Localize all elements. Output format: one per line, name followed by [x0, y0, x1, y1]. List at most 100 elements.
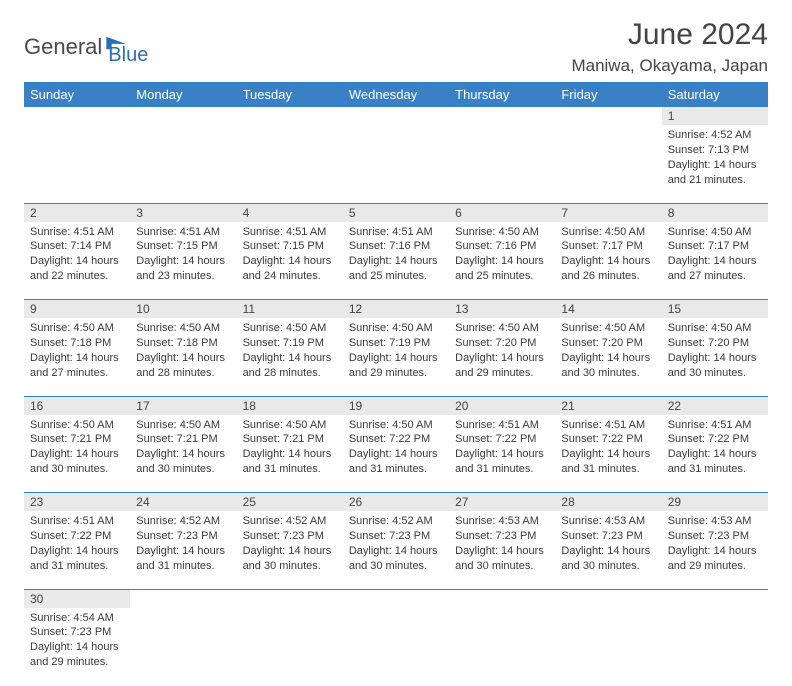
day-info-line: and 30 minutes. — [455, 559, 549, 574]
day-info-line: Sunrise: 4:52 AM — [668, 128, 762, 143]
day-number-cell: 16 — [24, 396, 130, 415]
day-number-cell: 5 — [343, 203, 449, 222]
day-info-line: Sunrise: 4:50 AM — [349, 321, 443, 336]
day-number-cell: 24 — [130, 493, 236, 512]
day-content-cell: Sunrise: 4:50 AMSunset: 7:18 PMDaylight:… — [24, 318, 130, 396]
day-info-line: Daylight: 14 hours — [136, 447, 230, 462]
day-info-line: and 30 minutes. — [561, 559, 655, 574]
day-content-cell — [130, 608, 236, 686]
day-info-line: Sunrise: 4:50 AM — [243, 321, 337, 336]
day-number-cell: 14 — [555, 300, 661, 319]
daynum-row: 9101112131415 — [24, 300, 768, 319]
day-number-cell — [237, 589, 343, 608]
day-info-line: Sunset: 7:21 PM — [243, 432, 337, 447]
day-content-cell — [130, 125, 236, 203]
day-number-cell — [130, 589, 236, 608]
day-info-line: Daylight: 14 hours — [561, 544, 655, 559]
day-info-line: Daylight: 14 hours — [349, 447, 443, 462]
content-row: Sunrise: 4:54 AMSunset: 7:23 PMDaylight:… — [24, 608, 768, 686]
day-number-cell: 8 — [662, 203, 768, 222]
day-info-line: and 30 minutes. — [561, 366, 655, 381]
day-content-cell — [555, 125, 661, 203]
day-info-line: and 29 minutes. — [668, 559, 762, 574]
day-info-line: Sunset: 7:16 PM — [455, 239, 549, 254]
day-info-line: and 25 minutes. — [455, 269, 549, 284]
day-info-line: and 30 minutes. — [30, 462, 124, 477]
day-info-line: Sunset: 7:23 PM — [30, 625, 124, 640]
day-info-line: Daylight: 14 hours — [243, 447, 337, 462]
content-row: Sunrise: 4:50 AMSunset: 7:21 PMDaylight:… — [24, 415, 768, 493]
day-info-line: Sunset: 7:23 PM — [243, 529, 337, 544]
day-content-cell: Sunrise: 4:51 AMSunset: 7:22 PMDaylight:… — [662, 415, 768, 493]
day-info-line: Daylight: 14 hours — [455, 544, 549, 559]
day-info-line: Sunset: 7:21 PM — [30, 432, 124, 447]
day-number-cell: 26 — [343, 493, 449, 512]
day-content-cell: Sunrise: 4:51 AMSunset: 7:14 PMDaylight:… — [24, 222, 130, 300]
daynum-row: 30 — [24, 589, 768, 608]
day-number-cell: 4 — [237, 203, 343, 222]
day-info-line: Sunrise: 4:50 AM — [136, 321, 230, 336]
day-info-line: and 31 minutes. — [455, 462, 549, 477]
day-number-cell: 13 — [449, 300, 555, 319]
day-content-cell — [555, 608, 661, 686]
day-info-line: Daylight: 14 hours — [668, 351, 762, 366]
day-content-cell: Sunrise: 4:50 AMSunset: 7:20 PMDaylight:… — [555, 318, 661, 396]
day-info-line: Sunset: 7:23 PM — [349, 529, 443, 544]
day-info-line: and 26 minutes. — [561, 269, 655, 284]
day-number-cell: 17 — [130, 396, 236, 415]
day-number-cell — [24, 107, 130, 125]
day-content-cell: Sunrise: 4:50 AMSunset: 7:21 PMDaylight:… — [24, 415, 130, 493]
weekday-header: Thursday — [449, 82, 555, 107]
day-info-line: Sunrise: 4:50 AM — [668, 321, 762, 336]
content-row: Sunrise: 4:51 AMSunset: 7:22 PMDaylight:… — [24, 511, 768, 589]
day-info-line: Daylight: 14 hours — [136, 254, 230, 269]
weekday-header: Saturday — [662, 82, 768, 107]
day-number-cell — [130, 107, 236, 125]
day-info-line: Sunset: 7:16 PM — [349, 239, 443, 254]
day-info-line: Daylight: 14 hours — [136, 544, 230, 559]
day-info-line: Sunset: 7:22 PM — [561, 432, 655, 447]
weekday-header: Monday — [130, 82, 236, 107]
day-info-line: Sunset: 7:22 PM — [455, 432, 549, 447]
day-info-line: Daylight: 14 hours — [349, 254, 443, 269]
day-info-line: Daylight: 14 hours — [30, 640, 124, 655]
day-content-cell — [449, 125, 555, 203]
day-info-line: Sunset: 7:21 PM — [136, 432, 230, 447]
day-content-cell — [662, 608, 768, 686]
day-info-line: and 31 minutes. — [243, 462, 337, 477]
day-info-line: Daylight: 14 hours — [455, 351, 549, 366]
day-info-line: and 31 minutes. — [136, 559, 230, 574]
day-info-line: Sunrise: 4:51 AM — [349, 225, 443, 240]
day-info-line: Sunrise: 4:53 AM — [455, 514, 549, 529]
day-number-cell: 3 — [130, 203, 236, 222]
day-info-line: Sunrise: 4:51 AM — [30, 514, 124, 529]
day-info-line: Sunset: 7:17 PM — [668, 239, 762, 254]
calendar-table: Sunday Monday Tuesday Wednesday Thursday… — [24, 82, 768, 686]
day-info-line: Daylight: 14 hours — [668, 158, 762, 173]
day-info-line: Daylight: 14 hours — [30, 447, 124, 462]
day-content-cell — [237, 608, 343, 686]
day-content-cell: Sunrise: 4:50 AMSunset: 7:16 PMDaylight:… — [449, 222, 555, 300]
day-info-line: Sunset: 7:20 PM — [561, 336, 655, 351]
day-content-cell: Sunrise: 4:51 AMSunset: 7:15 PMDaylight:… — [237, 222, 343, 300]
weekday-header: Tuesday — [237, 82, 343, 107]
day-info-line: Daylight: 14 hours — [668, 447, 762, 462]
day-info-line: and 30 minutes. — [349, 559, 443, 574]
day-number-cell — [555, 589, 661, 608]
day-info-line: Sunrise: 4:50 AM — [136, 418, 230, 433]
day-info-line: Sunset: 7:19 PM — [349, 336, 443, 351]
day-content-cell: Sunrise: 4:51 AMSunset: 7:15 PMDaylight:… — [130, 222, 236, 300]
day-info-line: Sunrise: 4:50 AM — [30, 418, 124, 433]
day-info-line: Sunrise: 4:50 AM — [561, 225, 655, 240]
day-content-cell: Sunrise: 4:53 AMSunset: 7:23 PMDaylight:… — [662, 511, 768, 589]
day-number-cell — [343, 589, 449, 608]
daynum-row: 16171819202122 — [24, 396, 768, 415]
day-info-line: and 30 minutes. — [668, 366, 762, 381]
day-info-line: Sunset: 7:20 PM — [668, 336, 762, 351]
day-info-line: Daylight: 14 hours — [349, 544, 443, 559]
brand-part1: General — [24, 34, 102, 60]
day-number-cell — [449, 107, 555, 125]
day-info-line: Sunset: 7:17 PM — [561, 239, 655, 254]
day-info-line: Sunrise: 4:52 AM — [349, 514, 443, 529]
day-content-cell — [237, 125, 343, 203]
